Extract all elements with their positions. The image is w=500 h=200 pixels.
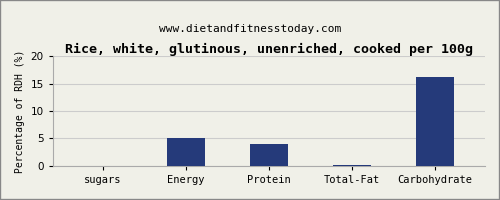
Title: Rice, white, glutinous, unenriched, cooked per 100g: Rice, white, glutinous, unenriched, cook… xyxy=(65,43,473,56)
Bar xyxy=(167,138,204,166)
Bar xyxy=(250,144,288,166)
Bar xyxy=(416,77,454,166)
Y-axis label: Percentage of RDH (%): Percentage of RDH (%) xyxy=(15,49,25,173)
Text: www.dietandfitnesstoday.com: www.dietandfitnesstoday.com xyxy=(159,24,341,34)
Bar xyxy=(334,165,370,166)
